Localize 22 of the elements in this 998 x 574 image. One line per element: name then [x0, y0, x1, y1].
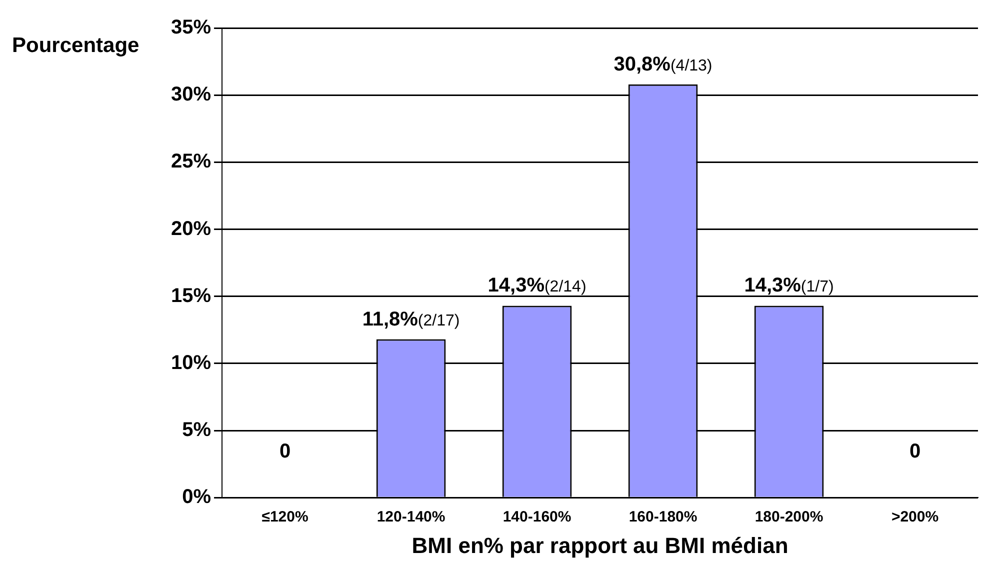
data-label: 14,3%(1/7): [744, 274, 834, 297]
y-tick-label: 0%: [182, 486, 212, 508]
data-label: 11,8%(2/17): [362, 308, 460, 330]
y-tick-label: 25%: [171, 150, 212, 173]
y-tick-label: 30%: [171, 84, 212, 106]
x-tick-label: 180-200%: [754, 508, 824, 526]
x-tick-label: 160-180%: [628, 508, 698, 526]
data-label: 0: [279, 440, 291, 463]
x-tick-label: 120-140%: [376, 508, 446, 526]
y-tick-label: 20%: [171, 218, 212, 240]
x-tick-label: ≤120%: [262, 508, 308, 526]
y-tick-label: 15%: [171, 284, 212, 307]
y-tick-label: 10%: [171, 352, 212, 374]
x-axis-title: BMI en% par rapport au BMI médian: [412, 532, 788, 558]
data-label: 0: [909, 440, 921, 463]
x-tick-label: 140-160%: [502, 508, 572, 526]
y-tick-label: 5%: [182, 419, 212, 442]
x-tick-label: >200%: [891, 508, 939, 526]
data-label: 30,8%(4/13): [614, 53, 712, 76]
y-tick-label: 35%: [171, 16, 212, 39]
y-axis-title: Pourcentage: [12, 34, 140, 57]
data-label: 14,3%(2/14): [488, 274, 586, 297]
